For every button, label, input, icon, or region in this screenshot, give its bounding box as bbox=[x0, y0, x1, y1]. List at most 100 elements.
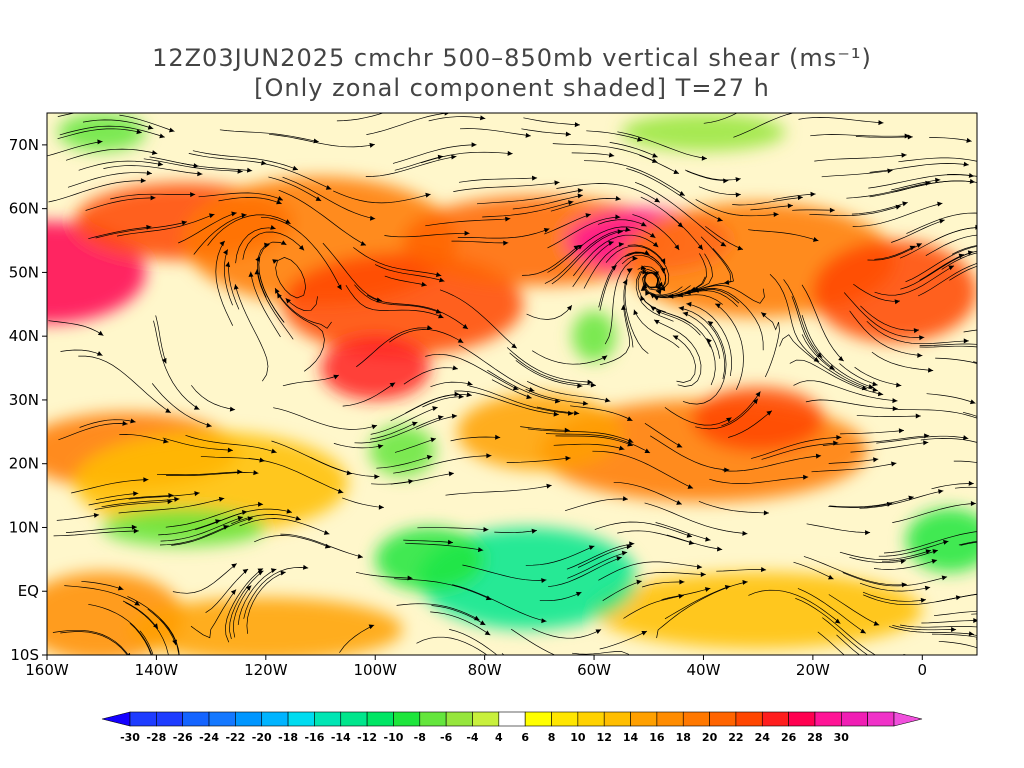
streamline-arrow bbox=[133, 491, 139, 497]
streamline-arrow bbox=[146, 224, 152, 230]
streamline bbox=[369, 421, 418, 440]
colorbar: -30 -28 -26 -24 -22 -20 -18 -16 -14 -12 -10 -8 -6 -4 4… bbox=[101, 711, 923, 744]
streamline-arrow bbox=[998, 226, 1004, 232]
streamline bbox=[88, 226, 152, 240]
streamline bbox=[678, 307, 726, 380]
streamline bbox=[840, 430, 905, 435]
streamline-arrow bbox=[755, 391, 761, 398]
colorbar-swatch bbox=[761, 711, 789, 727]
streamline bbox=[355, 571, 413, 579]
streamline bbox=[604, 257, 638, 345]
streamline bbox=[806, 523, 871, 533]
streamline bbox=[165, 503, 264, 528]
streamline bbox=[129, 623, 152, 655]
streamline-arrow bbox=[1006, 450, 1012, 456]
y-tick-label: 40N bbox=[9, 327, 39, 345]
streamline-arrow bbox=[377, 444, 384, 450]
streamline-arrow bbox=[919, 335, 925, 341]
streamline bbox=[817, 631, 845, 655]
streamline bbox=[621, 254, 665, 274]
streamline bbox=[181, 162, 253, 172]
streamline-arrow bbox=[425, 192, 431, 198]
streamline bbox=[586, 130, 643, 142]
streamline-arrow bbox=[161, 357, 167, 364]
streamline bbox=[458, 344, 535, 392]
colorbar-label: 22 bbox=[728, 731, 743, 744]
streamline-arrow bbox=[865, 530, 871, 536]
streamline-arrow bbox=[270, 224, 276, 230]
streamline-arrow bbox=[608, 241, 614, 246]
streamline-arrow bbox=[323, 530, 330, 535]
streamline-arrow bbox=[622, 496, 628, 502]
streamline bbox=[445, 484, 552, 496]
streamline-arrow bbox=[816, 352, 823, 358]
streamline bbox=[931, 483, 974, 490]
streamline bbox=[900, 250, 977, 290]
streamline-arrow bbox=[254, 269, 260, 275]
streamline-arrow bbox=[704, 587, 711, 592]
streamline bbox=[664, 585, 731, 620]
streamline bbox=[938, 640, 977, 649]
streamline-arrow bbox=[206, 422, 212, 428]
colorbar-label: 4 bbox=[495, 731, 503, 744]
streamline-arrow bbox=[122, 420, 128, 426]
streamline-arrow bbox=[333, 374, 339, 380]
streamline bbox=[521, 245, 580, 276]
streamline bbox=[95, 492, 139, 501]
streamline bbox=[451, 240, 509, 244]
streamline-arrow bbox=[896, 382, 902, 388]
streamline-arrow bbox=[645, 290, 650, 296]
streamline-arrow bbox=[679, 579, 685, 585]
streamline-arrow bbox=[554, 398, 561, 404]
streamline bbox=[929, 137, 972, 142]
streamline-arrow bbox=[654, 319, 660, 325]
streamline-arrow bbox=[678, 306, 685, 311]
streamline-arrow bbox=[652, 241, 659, 248]
streamline-arrow bbox=[987, 625, 993, 631]
streamline bbox=[905, 245, 977, 283]
streamline-arrow bbox=[966, 137, 972, 143]
streamline-arrow bbox=[174, 496, 180, 502]
streamline-arrow bbox=[246, 167, 253, 173]
streamline bbox=[162, 437, 233, 451]
streamline bbox=[862, 591, 927, 602]
streamline-arrow bbox=[963, 338, 969, 344]
streamline-arrow bbox=[531, 175, 538, 181]
colorbar-label: 24 bbox=[755, 731, 771, 744]
streamline-arrow bbox=[253, 470, 259, 476]
streamline-arrow bbox=[931, 558, 938, 564]
streamline bbox=[450, 436, 501, 442]
streamline bbox=[384, 275, 427, 286]
streamline bbox=[602, 580, 642, 601]
streamline bbox=[242, 231, 305, 260]
streamline bbox=[960, 541, 977, 546]
streamline bbox=[642, 253, 713, 298]
streamline-arrow bbox=[601, 355, 608, 361]
streamline-arrow bbox=[452, 365, 458, 371]
streamline bbox=[849, 310, 923, 356]
streamline bbox=[94, 500, 173, 510]
streamline bbox=[903, 653, 909, 655]
colorbar-label: -18 bbox=[278, 731, 298, 744]
streamline bbox=[57, 113, 77, 117]
streamline-arrow bbox=[657, 281, 664, 287]
streamline-arrow bbox=[660, 258, 666, 264]
streamline-arrow bbox=[480, 115, 486, 121]
colorbar-label: 20 bbox=[702, 731, 718, 744]
streamline-arrow bbox=[716, 546, 723, 552]
streamline bbox=[491, 379, 532, 399]
streamline bbox=[376, 455, 433, 469]
streamline bbox=[949, 265, 977, 281]
streamline-arrow bbox=[360, 241, 366, 246]
streamline-arrow bbox=[724, 467, 730, 473]
streamline bbox=[79, 419, 136, 428]
streamline-arrow bbox=[574, 122, 580, 128]
streamline bbox=[828, 502, 893, 508]
streamline bbox=[65, 526, 137, 533]
streamline-arrow bbox=[511, 343, 517, 349]
streamline-arrow bbox=[248, 271, 254, 277]
streamline-arrow bbox=[369, 215, 376, 221]
streamline-arrow bbox=[117, 585, 124, 591]
streamline bbox=[67, 172, 152, 188]
streamline-arrow bbox=[941, 575, 948, 581]
